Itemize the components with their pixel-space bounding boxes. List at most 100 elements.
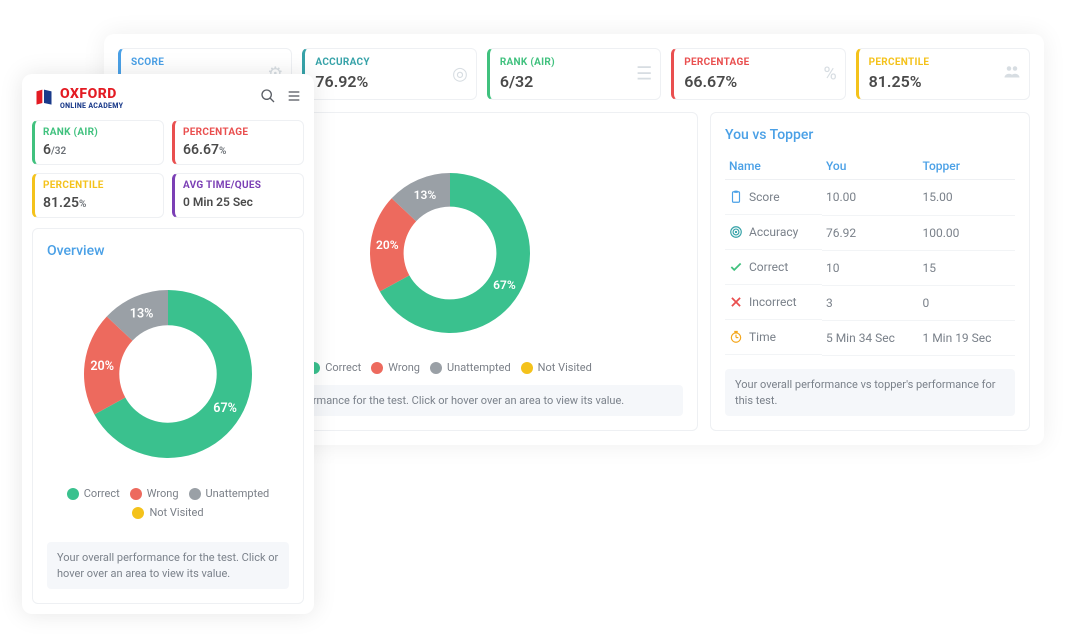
- row-name: Time: [749, 330, 776, 344]
- row-name: Score: [749, 190, 780, 204]
- stat-value: 6/32: [43, 142, 155, 158]
- legend-label: Unattempted: [447, 361, 511, 374]
- stat-rank[interactable]: RANK (AIR) 6/32 ☰: [487, 48, 661, 100]
- stat-accuracy[interactable]: ACCURACY 76.92% ◎: [302, 48, 476, 100]
- people-icon: [1003, 63, 1021, 86]
- stat-value: 6/32: [500, 72, 650, 91]
- row-topper: 15.00: [918, 180, 1015, 216]
- stat-value: 66.67%: [684, 72, 834, 91]
- table-row: Accuracy 76.92100.00: [725, 215, 1015, 250]
- legend-item[interactable]: Correct: [308, 361, 361, 374]
- stat-value: 66.67%: [183, 142, 295, 158]
- donut-label: 20%: [376, 238, 399, 252]
- stat-avg-time[interactable]: AVG TIME/QUES 0 Min 25 Sec: [172, 173, 304, 218]
- donut-label: 20%: [90, 359, 114, 374]
- search-icon[interactable]: [260, 88, 276, 108]
- col-you: You: [822, 153, 919, 180]
- chart-legend: Correct Wrong UnattemptedNot Visited: [47, 487, 289, 519]
- target-icon: ◎: [452, 64, 468, 85]
- legend-label: Correct: [84, 487, 120, 500]
- table-row: Score 10.0015.00: [725, 180, 1015, 216]
- legend-item[interactable]: Not Visited: [521, 361, 592, 374]
- legend-label: Unattempted: [206, 487, 270, 500]
- check-icon: [729, 260, 743, 274]
- stat-label: ACCURACY: [315, 57, 465, 68]
- legend-item[interactable]: Unattempted: [189, 487, 270, 500]
- overview-card-mobile: Overview 67% 20% 13% Correct Wrong Unattempt…: [32, 228, 304, 604]
- legend-label: Not Visited: [538, 361, 592, 374]
- stat-percentile[interactable]: PERCENTILE 81.25%: [32, 173, 164, 218]
- menu-icon[interactable]: [286, 88, 302, 108]
- col-topper: Topper: [918, 153, 1015, 180]
- legend-item[interactable]: Correct: [67, 487, 120, 500]
- col-name: Name: [725, 153, 822, 180]
- card-title: You vs Topper: [725, 127, 1015, 143]
- stat-value: 76.92%: [315, 72, 465, 91]
- swatch-icon: [132, 507, 144, 519]
- swatch-icon: [371, 362, 383, 374]
- stat-rank[interactable]: RANK (AIR) 6/32: [32, 120, 164, 165]
- row-you: 76.92: [822, 215, 919, 250]
- table-row: Time 5 Min 34 Sec1 Min 19 Sec: [725, 320, 1015, 355]
- legend-label: Wrong: [388, 361, 420, 374]
- swatch-icon: [521, 362, 533, 374]
- mobile-dashboard: OXFORD ONLINE ACADEMY RANK (AIR) 6/32 PE…: [22, 74, 314, 614]
- legend-item[interactable]: Wrong: [371, 361, 420, 374]
- row-name: Accuracy: [749, 225, 798, 239]
- donut-chart[interactable]: 67% 20% 13%: [47, 269, 289, 479]
- list-icon: ☰: [636, 64, 652, 85]
- logo[interactable]: OXFORD ONLINE ACADEMY: [34, 86, 123, 110]
- logo-text: OXFORD: [60, 86, 123, 102]
- clock-icon: [729, 330, 743, 344]
- stat-label: PERCENTAGE: [684, 57, 834, 68]
- stat-percentage[interactable]: PERCENTAGE 66.67% %: [671, 48, 845, 100]
- stat-percentile[interactable]: PERCENTILE 81.25%: [856, 48, 1030, 100]
- stat-label: PERCENTAGE: [183, 127, 295, 138]
- stat-label: RANK (AIR): [500, 57, 650, 68]
- legend-label: Not Visited: [149, 506, 203, 519]
- stat-label: RANK (AIR): [43, 127, 155, 138]
- row-topper: 100.00: [918, 215, 1015, 250]
- stat-value: 81.25%: [869, 72, 1019, 91]
- mobile-header: OXFORD ONLINE ACADEMY: [32, 84, 304, 120]
- legend-item[interactable]: Wrong: [130, 487, 179, 500]
- donut-label: 67%: [493, 278, 516, 292]
- percent-icon: %: [823, 64, 836, 85]
- stat-label: PERCENTILE: [869, 57, 1019, 68]
- donut-label: 13%: [414, 188, 437, 202]
- stat-value: 0 Min 25 Sec: [183, 195, 295, 209]
- row-topper: 0: [918, 285, 1015, 320]
- book-icon: [34, 88, 54, 108]
- stat-value: 81.25%: [43, 195, 155, 211]
- swatch-icon: [430, 362, 442, 374]
- legend-label: Wrong: [147, 487, 179, 500]
- row-you: 10: [822, 250, 919, 285]
- donut-label: 13%: [130, 306, 154, 321]
- row-you: 5 Min 34 Sec: [822, 320, 919, 355]
- row-name: Correct: [749, 260, 788, 274]
- legend-item[interactable]: Unattempted: [430, 361, 511, 374]
- card-footer: Your overall performance vs topper's per…: [725, 369, 1015, 416]
- row-name: Incorrect: [749, 295, 797, 309]
- stat-label: PERCENTILE: [43, 180, 155, 191]
- table-row: Correct 1015: [725, 250, 1015, 285]
- topper-card: You vs Topper Name You Topper Score 10.00…: [710, 112, 1030, 431]
- row-you: 10.00: [822, 180, 919, 216]
- mini-stat-grid: RANK (AIR) 6/32 PERCENTAGE 66.67% PERCEN…: [32, 120, 304, 218]
- stat-percentage[interactable]: PERCENTAGE 66.67%: [172, 120, 304, 165]
- donut-label: 67%: [213, 401, 237, 416]
- x-icon: [729, 295, 743, 309]
- row-topper: 1 Min 19 Sec: [918, 320, 1015, 355]
- card-title: Overview: [47, 243, 289, 259]
- swatch-icon: [67, 488, 79, 500]
- swatch-icon: [189, 488, 201, 500]
- legend-item[interactable]: Not Visited: [132, 506, 203, 519]
- card-footer: Your overall performance for the test. C…: [47, 542, 289, 589]
- target-icon: [729, 225, 743, 239]
- row-you: 3: [822, 285, 919, 320]
- row-topper: 15: [918, 250, 1015, 285]
- topper-table: Name You Topper Score 10.0015.00 Accuracy 7…: [725, 153, 1015, 356]
- legend-label: Correct: [325, 361, 361, 374]
- clipboard-icon: [729, 190, 743, 204]
- swatch-icon: [130, 488, 142, 500]
